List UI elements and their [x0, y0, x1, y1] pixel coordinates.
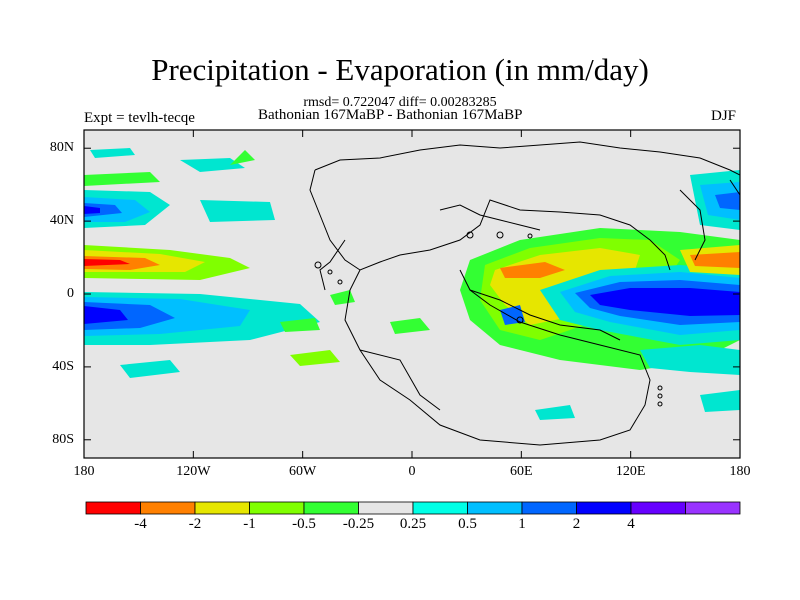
- colorbar-label: 1: [518, 516, 526, 532]
- colorbar-swatch: [140, 501, 196, 515]
- colorbar-label: 4: [627, 516, 635, 532]
- lon-label: 0: [408, 464, 416, 479]
- colorbar-label: -1: [243, 516, 256, 532]
- colorbar-label: -4: [134, 516, 147, 532]
- colorbar-swatch: [630, 501, 686, 515]
- colorbar-label: 2: [572, 516, 581, 532]
- colorbar-swatch: [358, 501, 414, 515]
- colorbar-label: 0.25: [399, 516, 427, 532]
- axis-ticks: [83, 130, 741, 458]
- field-east-tethys: [460, 170, 740, 412]
- coastlines: [309, 141, 740, 446]
- comparison-label: Bathonian 167MaBP - Bathonian 167MaBP: [258, 107, 523, 123]
- lon-label: 120W: [176, 464, 211, 479]
- colorbar-swatch: [303, 501, 359, 515]
- colorbar-label: 0.5: [458, 516, 477, 532]
- lon-label: 180: [73, 464, 95, 479]
- field-west-pacific: [84, 190, 320, 345]
- lat-label: 40N: [49, 213, 74, 229]
- lat-label: 0: [67, 286, 74, 301]
- colorbar: [85, 501, 741, 515]
- lon-label: 120E: [615, 464, 646, 479]
- colorbar-swatch: [521, 501, 577, 515]
- colorbar-swatch: [85, 501, 141, 515]
- lon-label: 60E: [510, 464, 533, 479]
- season-label: DJF: [711, 108, 737, 124]
- colorbar-swatch: [685, 501, 741, 515]
- colorbar-swatch: [576, 501, 632, 515]
- lat-label: 80S: [52, 431, 74, 447]
- field-south-patches: [120, 290, 575, 420]
- lon-label: 60W: [289, 464, 317, 479]
- colorbar-swatch: [412, 501, 468, 515]
- colorbar-label: -0.25: [342, 516, 375, 532]
- lat-label: 80N: [49, 140, 74, 156]
- field-north-patches: [84, 148, 275, 222]
- island-outlines: [314, 231, 663, 407]
- colorbar-label: -0.5: [292, 516, 316, 532]
- plot-title: Precipitation - Evaporation (in mm/day): [151, 52, 649, 87]
- lon-label: 180: [729, 464, 751, 479]
- stats-line: rmsd= 0.722047 diff= 0.00283285: [303, 95, 497, 110]
- colorbar-swatch: [249, 501, 305, 515]
- colorbar-label: -2: [188, 516, 202, 532]
- colorbar-swatch: [194, 501, 250, 515]
- experiment-label: Expt = tevlh-tecqe: [84, 110, 195, 126]
- lat-label: 40S: [52, 358, 74, 374]
- colorbar-swatch: [467, 501, 523, 515]
